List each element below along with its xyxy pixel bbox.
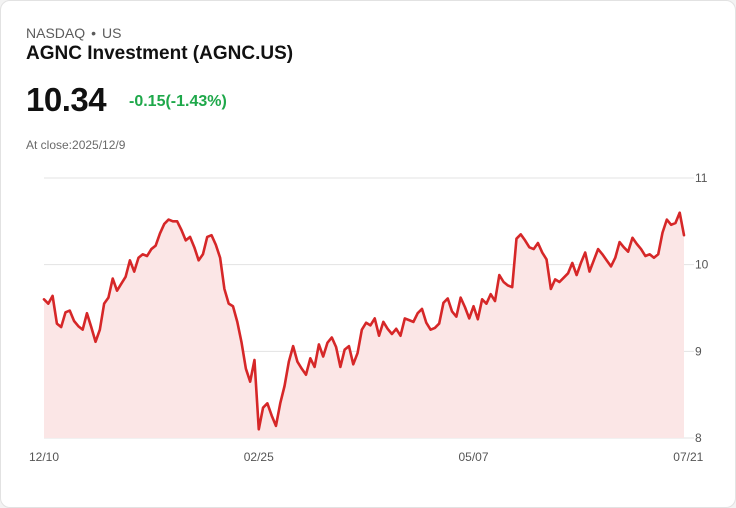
x-tick-label: 05/07 [459, 450, 489, 464]
y-tick-label: 11 [695, 171, 708, 185]
price-line [42, 211, 686, 431]
security-title: AGNC Investment (AGNC.US) [26, 43, 294, 64]
separator-dot: • [91, 25, 97, 41]
exchange-name: NASDAQ [26, 25, 86, 41]
last-price: 10.34 [26, 81, 107, 118]
y-tick-label: 10 [695, 258, 709, 272]
x-tick-label: 07/21 [673, 450, 703, 464]
y-tick-label: 9 [695, 344, 702, 358]
price-area-fill [44, 212, 684, 438]
price-change: -0.15(-1.43%) [129, 93, 227, 110]
exchange-line: NASDAQ • US [26, 25, 121, 41]
y-axis-ticks: 11 10 9 8 [695, 171, 709, 445]
y-tick-label: 8 [695, 431, 702, 445]
x-tick-label: 12/10 [29, 450, 59, 464]
region-label: US [102, 25, 122, 41]
close-timestamp: At close:2025/12/9 [26, 138, 126, 152]
x-tick-label: 02/25 [244, 450, 274, 464]
